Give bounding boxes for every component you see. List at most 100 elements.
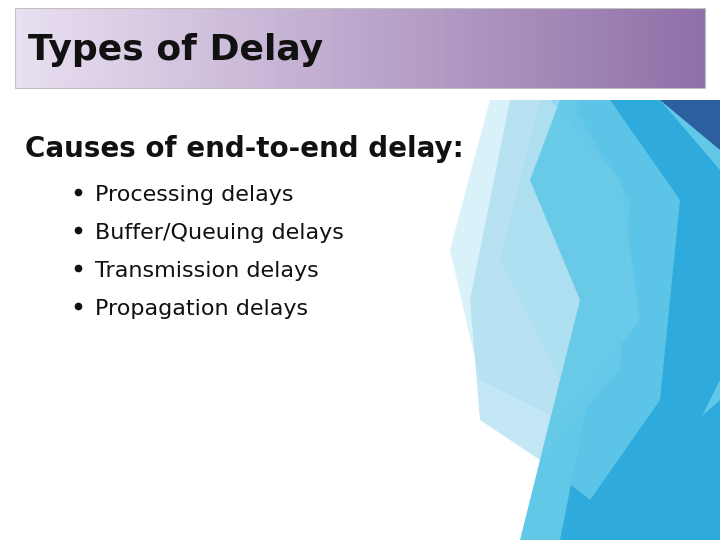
Bar <box>698 8 706 88</box>
Bar <box>174 8 181 88</box>
Polygon shape <box>530 100 680 500</box>
Bar <box>305 8 312 88</box>
Bar <box>477 8 485 88</box>
Bar <box>160 8 167 88</box>
Bar <box>36 8 43 88</box>
Text: Causes of end-to-end delay:: Causes of end-to-end delay: <box>25 135 464 163</box>
Bar <box>256 8 264 88</box>
Bar <box>691 8 698 88</box>
Bar <box>15 8 22 88</box>
Bar <box>367 8 374 88</box>
Polygon shape <box>580 100 720 540</box>
Bar <box>50 8 57 88</box>
Bar <box>222 8 230 88</box>
Bar <box>139 8 147 88</box>
Bar <box>29 8 36 88</box>
Bar <box>346 8 354 88</box>
Bar <box>567 8 575 88</box>
Bar <box>325 8 333 88</box>
Bar <box>629 8 636 88</box>
Bar <box>132 8 140 88</box>
Polygon shape <box>560 400 720 540</box>
Bar <box>581 8 588 88</box>
Bar <box>595 8 602 88</box>
Bar <box>574 8 581 88</box>
Text: Propagation delays: Propagation delays <box>95 299 308 319</box>
Bar <box>616 8 623 88</box>
Bar <box>243 8 250 88</box>
Bar <box>622 8 629 88</box>
Bar <box>15 8 705 88</box>
Bar <box>146 8 153 88</box>
Bar <box>553 8 561 88</box>
Bar <box>42 8 50 88</box>
Bar <box>678 8 685 88</box>
Bar <box>464 8 471 88</box>
Bar <box>104 8 112 88</box>
Bar <box>153 8 161 88</box>
Bar <box>250 8 257 88</box>
Bar <box>71 8 78 88</box>
Bar <box>98 8 105 88</box>
Bar <box>353 8 361 88</box>
Bar <box>636 8 644 88</box>
Bar <box>422 8 430 88</box>
Polygon shape <box>540 100 720 540</box>
Bar <box>512 8 519 88</box>
Bar <box>402 8 409 88</box>
Bar <box>650 8 657 88</box>
Bar <box>181 8 188 88</box>
Bar <box>664 8 671 88</box>
Bar <box>91 8 99 88</box>
Bar <box>498 8 505 88</box>
Bar <box>119 8 126 88</box>
Polygon shape <box>450 100 640 420</box>
Bar <box>415 8 423 88</box>
Bar <box>208 8 215 88</box>
Bar <box>518 8 526 88</box>
Bar <box>187 8 195 88</box>
Bar <box>533 8 540 88</box>
Bar <box>84 8 91 88</box>
Bar <box>298 8 305 88</box>
Bar <box>22 8 30 88</box>
Text: Processing delays: Processing delays <box>95 185 294 205</box>
Bar <box>215 8 222 88</box>
Bar <box>429 8 436 88</box>
Bar <box>56 8 64 88</box>
Bar <box>657 8 664 88</box>
Bar <box>546 8 554 88</box>
Bar <box>77 8 84 88</box>
Bar <box>491 8 498 88</box>
Bar <box>608 8 616 88</box>
Bar <box>360 8 367 88</box>
Bar <box>387 8 395 88</box>
Bar <box>539 8 546 88</box>
Bar <box>125 8 132 88</box>
Bar <box>236 8 243 88</box>
Bar <box>291 8 298 88</box>
Bar <box>284 8 292 88</box>
Bar <box>601 8 609 88</box>
Bar <box>588 8 595 88</box>
Bar <box>456 8 464 88</box>
Text: Buffer/Queuing delays: Buffer/Queuing delays <box>95 223 344 243</box>
Bar <box>505 8 513 88</box>
Polygon shape <box>500 100 720 540</box>
Bar <box>63 8 71 88</box>
Text: Types of Delay: Types of Delay <box>28 32 323 66</box>
Bar <box>450 8 457 88</box>
Bar <box>381 8 388 88</box>
Bar <box>485 8 492 88</box>
Text: Transmission delays: Transmission delays <box>95 261 319 281</box>
Bar <box>333 8 340 88</box>
Bar <box>264 8 271 88</box>
Bar <box>408 8 415 88</box>
Bar <box>270 8 278 88</box>
Bar <box>277 8 284 88</box>
Bar <box>443 8 450 88</box>
Bar <box>319 8 326 88</box>
Bar <box>229 8 236 88</box>
Bar <box>395 8 402 88</box>
Bar <box>670 8 678 88</box>
